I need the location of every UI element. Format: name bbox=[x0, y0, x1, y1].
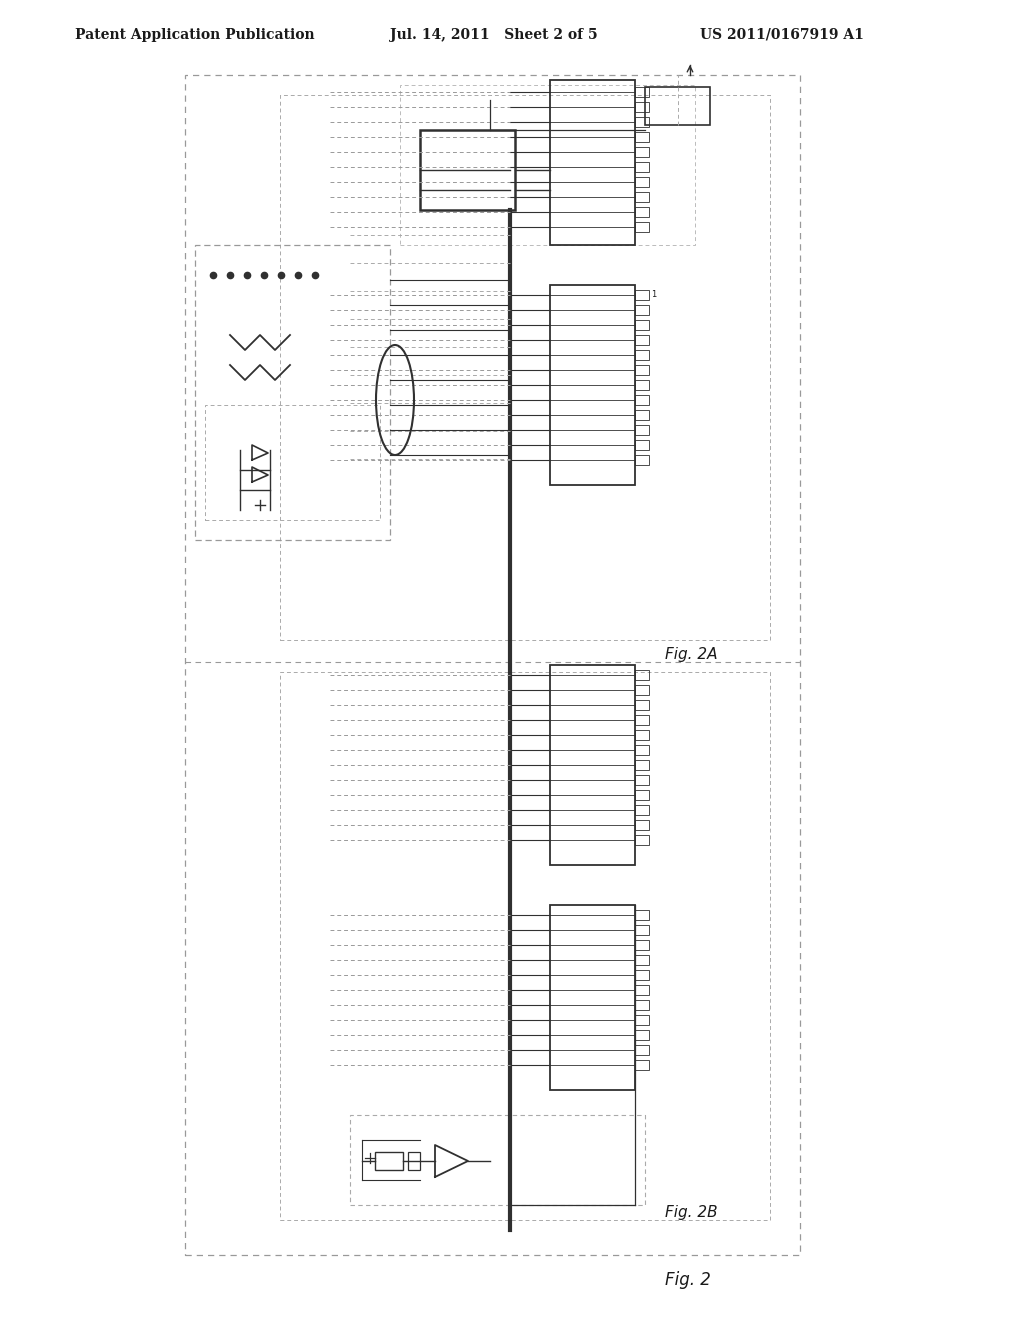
Bar bbox=[635, 1030, 649, 1040]
Bar bbox=[635, 102, 649, 112]
Bar bbox=[635, 909, 649, 920]
Bar bbox=[635, 671, 649, 680]
Bar bbox=[635, 940, 649, 950]
Bar bbox=[550, 81, 635, 246]
Bar bbox=[280, 672, 770, 1220]
Bar bbox=[635, 985, 649, 995]
Bar bbox=[280, 95, 770, 640]
Bar bbox=[550, 906, 635, 1090]
Bar bbox=[185, 75, 800, 1255]
Bar bbox=[635, 1045, 649, 1055]
Bar bbox=[635, 789, 649, 800]
Bar bbox=[635, 820, 649, 830]
Text: Patent Application Publication: Patent Application Publication bbox=[75, 28, 314, 42]
Bar bbox=[635, 305, 649, 315]
Bar bbox=[635, 440, 649, 450]
Bar bbox=[408, 1152, 420, 1170]
Text: US 2011/0167919 A1: US 2011/0167919 A1 bbox=[700, 28, 864, 42]
Bar bbox=[635, 925, 649, 935]
Bar bbox=[635, 425, 649, 436]
Bar bbox=[375, 1152, 403, 1170]
Bar bbox=[635, 970, 649, 979]
Bar bbox=[635, 730, 649, 741]
Bar bbox=[635, 335, 649, 345]
Bar bbox=[635, 117, 649, 127]
Bar bbox=[635, 685, 649, 696]
Bar bbox=[400, 84, 695, 246]
Bar bbox=[635, 1060, 649, 1071]
Bar bbox=[635, 87, 649, 96]
Bar bbox=[635, 805, 649, 814]
Bar bbox=[350, 1115, 645, 1205]
Bar bbox=[635, 954, 649, 965]
Bar bbox=[635, 1001, 649, 1010]
Bar bbox=[635, 380, 649, 389]
Bar bbox=[635, 744, 649, 755]
Bar bbox=[635, 836, 649, 845]
Text: Fig. 2B: Fig. 2B bbox=[665, 1204, 718, 1220]
Bar bbox=[635, 411, 649, 420]
Bar bbox=[635, 455, 649, 465]
Bar bbox=[635, 290, 649, 300]
Bar bbox=[645, 87, 710, 125]
Bar bbox=[635, 147, 649, 157]
Bar bbox=[635, 207, 649, 216]
Bar bbox=[635, 132, 649, 143]
Bar bbox=[635, 191, 649, 202]
Bar bbox=[635, 319, 649, 330]
Text: Fig. 2: Fig. 2 bbox=[665, 1271, 711, 1290]
Bar bbox=[635, 366, 649, 375]
Bar bbox=[550, 665, 635, 865]
Bar bbox=[635, 350, 649, 360]
Bar bbox=[635, 700, 649, 710]
Bar bbox=[635, 760, 649, 770]
Text: 1: 1 bbox=[651, 290, 656, 300]
Bar bbox=[635, 715, 649, 725]
Text: Jul. 14, 2011   Sheet 2 of 5: Jul. 14, 2011 Sheet 2 of 5 bbox=[390, 28, 598, 42]
Text: Fig. 2A: Fig. 2A bbox=[665, 647, 718, 661]
Bar bbox=[420, 129, 515, 210]
Bar bbox=[635, 1015, 649, 1026]
Bar bbox=[635, 162, 649, 172]
Bar bbox=[635, 395, 649, 405]
Bar bbox=[635, 775, 649, 785]
Bar bbox=[195, 246, 390, 540]
Bar bbox=[635, 177, 649, 187]
Bar bbox=[205, 405, 380, 520]
Bar bbox=[550, 285, 635, 484]
Bar bbox=[635, 222, 649, 232]
